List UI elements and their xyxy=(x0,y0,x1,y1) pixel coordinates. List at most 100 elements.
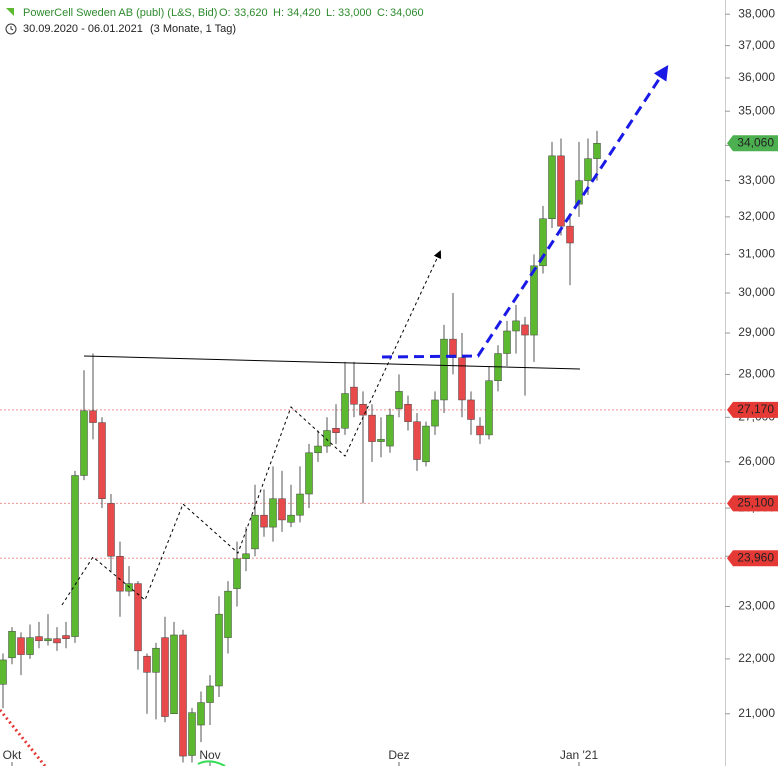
candle-body xyxy=(269,498,277,528)
candle-body xyxy=(206,685,214,703)
candle-body xyxy=(26,637,34,655)
candle-body xyxy=(368,414,376,442)
candle-body xyxy=(377,439,385,442)
y-tick-label: 30,000 xyxy=(738,285,775,299)
candle-body xyxy=(278,498,286,521)
trend-line xyxy=(83,355,581,370)
price-tag xyxy=(727,135,778,152)
candle-body xyxy=(512,320,520,332)
candle-body xyxy=(188,712,196,756)
y-tick-label: 38,000 xyxy=(738,6,775,20)
candle-body xyxy=(323,430,331,447)
price-tag xyxy=(727,401,778,418)
y-tick-label: 23,000 xyxy=(738,599,775,613)
candle-body xyxy=(62,635,70,639)
candle-body xyxy=(413,421,421,460)
candle-body xyxy=(404,404,412,422)
clock-hand xyxy=(10,26,14,31)
marker-stroke xyxy=(197,760,226,766)
ohlc-label: H: xyxy=(273,7,284,19)
x-tick-label: Okt xyxy=(3,748,22,762)
price-tag-label: 23,960 xyxy=(737,550,774,564)
period: (3 Monate, 1 Tag) xyxy=(150,23,236,35)
candle-body xyxy=(242,553,250,559)
candle-body xyxy=(287,514,295,523)
support-line xyxy=(0,709,47,766)
ohlc-value: 33,620 xyxy=(234,7,268,19)
candle-body xyxy=(89,410,97,423)
ohlc-label: O: xyxy=(219,7,231,19)
candle-body xyxy=(548,155,556,219)
y-tick-label: 36,000 xyxy=(738,70,775,84)
x-tick-label: Nov xyxy=(199,748,220,762)
icon xyxy=(6,8,14,16)
y-tick-label: 28,000 xyxy=(738,367,775,381)
candle-body xyxy=(395,391,403,409)
candle-body xyxy=(44,638,52,642)
candle-body xyxy=(314,445,322,454)
price-tag xyxy=(727,495,778,512)
projection-path xyxy=(61,250,442,606)
candle-body xyxy=(161,637,169,717)
candle-body xyxy=(584,158,592,181)
candle-body xyxy=(71,475,79,637)
ohlc-label: C: xyxy=(377,7,388,19)
ohlc-label: L: xyxy=(326,7,335,19)
y-tick-label: 21,000 xyxy=(738,706,775,720)
candle-body xyxy=(485,380,493,436)
candle-body xyxy=(593,143,601,159)
clock-icon xyxy=(5,23,17,35)
candle-body xyxy=(197,702,205,726)
title: PowerCell Sweden AB (publ) (L&S, Bid) xyxy=(23,7,217,19)
candle-body xyxy=(116,555,124,592)
candle-body xyxy=(521,324,529,336)
candle-body xyxy=(458,357,466,401)
y-tick-label: 31,000 xyxy=(738,247,775,261)
y-tick-label: 32,000 xyxy=(738,209,775,223)
ohlc-value: 34,420 xyxy=(287,7,321,19)
candle-body xyxy=(539,218,547,267)
candle-body xyxy=(179,634,187,757)
price-tag-label: 27,170 xyxy=(737,402,774,416)
candle-body xyxy=(503,330,511,354)
y-tick-label: 33,000 xyxy=(738,173,775,187)
candle-body xyxy=(566,225,574,244)
candle-body xyxy=(251,514,259,550)
candle-body xyxy=(98,422,106,499)
breakout-arrow xyxy=(381,64,669,359)
candle-body xyxy=(0,659,7,685)
candle-body xyxy=(233,558,241,589)
candle-body xyxy=(80,410,88,476)
candle-body xyxy=(332,428,340,433)
y-tick-label: 29,000 xyxy=(738,325,775,339)
plot: 21,00022,00023,00024,00025,00026,00027,0… xyxy=(0,6,778,766)
y-tick-label: 37,000 xyxy=(738,38,775,52)
y-tick-label: 26,000 xyxy=(738,454,775,468)
candle-body xyxy=(296,493,304,516)
ohlc-value: 33,000 xyxy=(338,7,372,19)
y-tick-label: 22,000 xyxy=(738,651,775,665)
candle-body xyxy=(467,399,475,420)
candle-body xyxy=(422,425,430,463)
candle-body xyxy=(215,613,223,687)
x-tick-label: Dez xyxy=(388,748,409,762)
price-tag-label: 25,100 xyxy=(737,496,774,510)
candle-body xyxy=(143,655,151,673)
candle-body xyxy=(35,636,43,642)
candle-body xyxy=(431,399,439,427)
candle-body xyxy=(530,265,538,336)
candle-body xyxy=(386,414,394,447)
candle-body xyxy=(107,503,115,557)
candle-body xyxy=(359,404,367,416)
price-tag xyxy=(727,550,778,567)
candle-body xyxy=(8,631,16,659)
x-tick-label: Jan '21 xyxy=(560,748,599,762)
candle-body xyxy=(170,634,178,714)
candle-body xyxy=(134,583,142,652)
ohlc-value: 34,060 xyxy=(390,7,424,19)
candle-body xyxy=(557,155,565,227)
date-range: 30.09.2020 - 06.01.2021 xyxy=(23,23,143,35)
y-tick-label: 35,000 xyxy=(738,103,775,117)
candle-body xyxy=(224,590,232,638)
